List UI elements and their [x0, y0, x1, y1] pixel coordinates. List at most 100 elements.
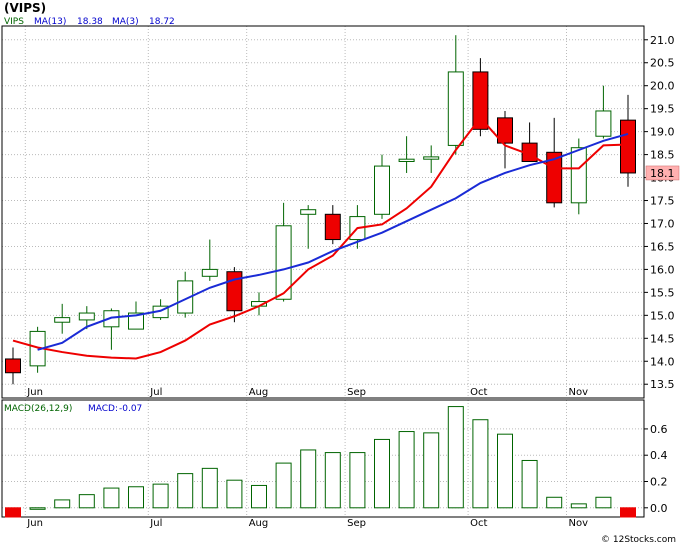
macd-bar-negative — [5, 507, 21, 518]
macd-bar-negative — [620, 507, 636, 518]
macd-bar — [177, 473, 194, 509]
legend-ma3-value: 18.72 — [149, 17, 175, 27]
price-tick-label: 14.0 — [650, 355, 675, 368]
x-axis-label: Jun — [26, 518, 43, 529]
grid-lines: 13.514.014.515.015.516.016.517.017.518.0… — [2, 26, 675, 517]
candle-up — [201, 268, 218, 277]
macd-bar — [349, 452, 366, 509]
candle-up — [570, 147, 587, 204]
price-tick-label: 17.0 — [650, 217, 675, 230]
macd-bar — [398, 431, 415, 509]
macd-bar — [423, 432, 440, 509]
macd-bar — [251, 484, 267, 509]
x-axis-label: Jul — [149, 518, 162, 529]
macd-bar — [447, 406, 464, 509]
candle-up — [275, 225, 292, 300]
price-tick-label: 15.5 — [650, 286, 675, 299]
price-tick-label: 17.5 — [650, 195, 675, 208]
macd-bar — [78, 494, 95, 509]
price-panel-frame — [1, 25, 645, 399]
macd-bar — [595, 496, 612, 509]
legend-ma3-label: MA(3) — [112, 17, 139, 27]
macd-bar — [546, 496, 563, 509]
price-tick-label: 13.5 — [650, 378, 675, 391]
last-price-box — [645, 165, 680, 181]
macd-bar — [152, 483, 169, 509]
price-tick-label: 21.0 — [650, 34, 675, 47]
price-tick-label: 18.5 — [650, 149, 675, 162]
candle-up — [300, 209, 317, 215]
legend-ma13-label: MA(13) — [34, 17, 66, 27]
x-axis-label: Nov — [569, 387, 589, 398]
candle-up — [447, 71, 464, 146]
x-axis-label: Aug — [249, 387, 269, 398]
candle-down — [497, 117, 513, 144]
copyright-text: © 12Stocks.com — [601, 535, 676, 545]
macd-bar — [103, 487, 120, 509]
macd-tick-label: 0.6 — [650, 423, 668, 436]
candle-up — [103, 310, 120, 328]
candle-up — [54, 317, 71, 323]
price-tick-label: 19.5 — [650, 103, 675, 116]
price-tick-label: 19.0 — [650, 126, 675, 139]
price-tick-label: 14.5 — [650, 332, 675, 345]
price-tick-label: 20.0 — [650, 80, 675, 93]
macd-bars — [5, 406, 636, 518]
legend-macd-value: -0.07 — [119, 404, 142, 414]
macd-bar — [275, 462, 292, 509]
macd-tick-label: 0.4 — [650, 449, 668, 462]
macd-bar — [300, 449, 317, 509]
price-tick-label: 20.5 — [650, 57, 675, 70]
macd-bar — [497, 433, 513, 509]
x-axis-label: Sep — [347, 387, 366, 398]
price-tick-label: 15.0 — [650, 309, 675, 322]
candle-up — [128, 312, 144, 330]
candle-up — [595, 110, 612, 137]
candle-down — [5, 358, 21, 374]
macd-bar — [570, 503, 587, 509]
candle-up — [423, 156, 440, 160]
price-tick-label: 16.0 — [650, 263, 675, 276]
legend-macd-label: MACD(26,12,9) — [4, 404, 72, 414]
price-tick-label: 16.5 — [650, 240, 675, 253]
x-axis-label: Jun — [26, 387, 43, 398]
legend-symbol: VIPS — [4, 17, 24, 27]
x-axis-label: Oct — [470, 387, 487, 398]
ma13-line — [37, 132, 629, 351]
macd-tick-label: 0.0 — [650, 502, 668, 515]
candle-down — [324, 213, 341, 241]
macd-bar — [29, 507, 46, 510]
candle-down — [546, 151, 563, 204]
macd-bar — [521, 459, 538, 509]
macd-bar — [324, 452, 341, 509]
macd-tick-label: 0.2 — [650, 476, 668, 489]
last-price-label: 18.1 — [650, 167, 675, 180]
candle-up — [374, 165, 390, 215]
macd-bar — [128, 486, 144, 509]
x-axis-label: Sep — [347, 518, 366, 529]
macd-bar — [472, 419, 489, 509]
macd-legend: MACD(26,12,9) MACD: -0.07 — [4, 404, 142, 414]
macd-bar — [374, 438, 390, 509]
legend-macd-value-label: MACD: — [88, 404, 118, 414]
macd-bar — [54, 499, 71, 509]
candle-up — [398, 158, 415, 162]
candle-up — [177, 280, 194, 314]
macd-bar — [226, 479, 243, 509]
x-axis-label: Jul — [149, 387, 162, 398]
candle-down — [620, 119, 636, 174]
candle-up — [78, 312, 95, 321]
candle-down — [472, 71, 489, 130]
candles — [5, 35, 636, 385]
macd-panel-frame — [1, 399, 645, 518]
x-axis-label: Aug — [249, 518, 269, 529]
legend-ma13-value: 18.38 — [77, 17, 103, 27]
x-axis-label: Nov — [569, 518, 589, 529]
ma3-line — [12, 116, 629, 360]
macd-bar — [201, 467, 218, 509]
x-axis-label: Oct — [470, 518, 487, 529]
price-legend: VIPS MA(13) 18.38 MA(3) 18.72 — [4, 17, 175, 27]
chart-title: (VIPS) — [4, 1, 46, 15]
